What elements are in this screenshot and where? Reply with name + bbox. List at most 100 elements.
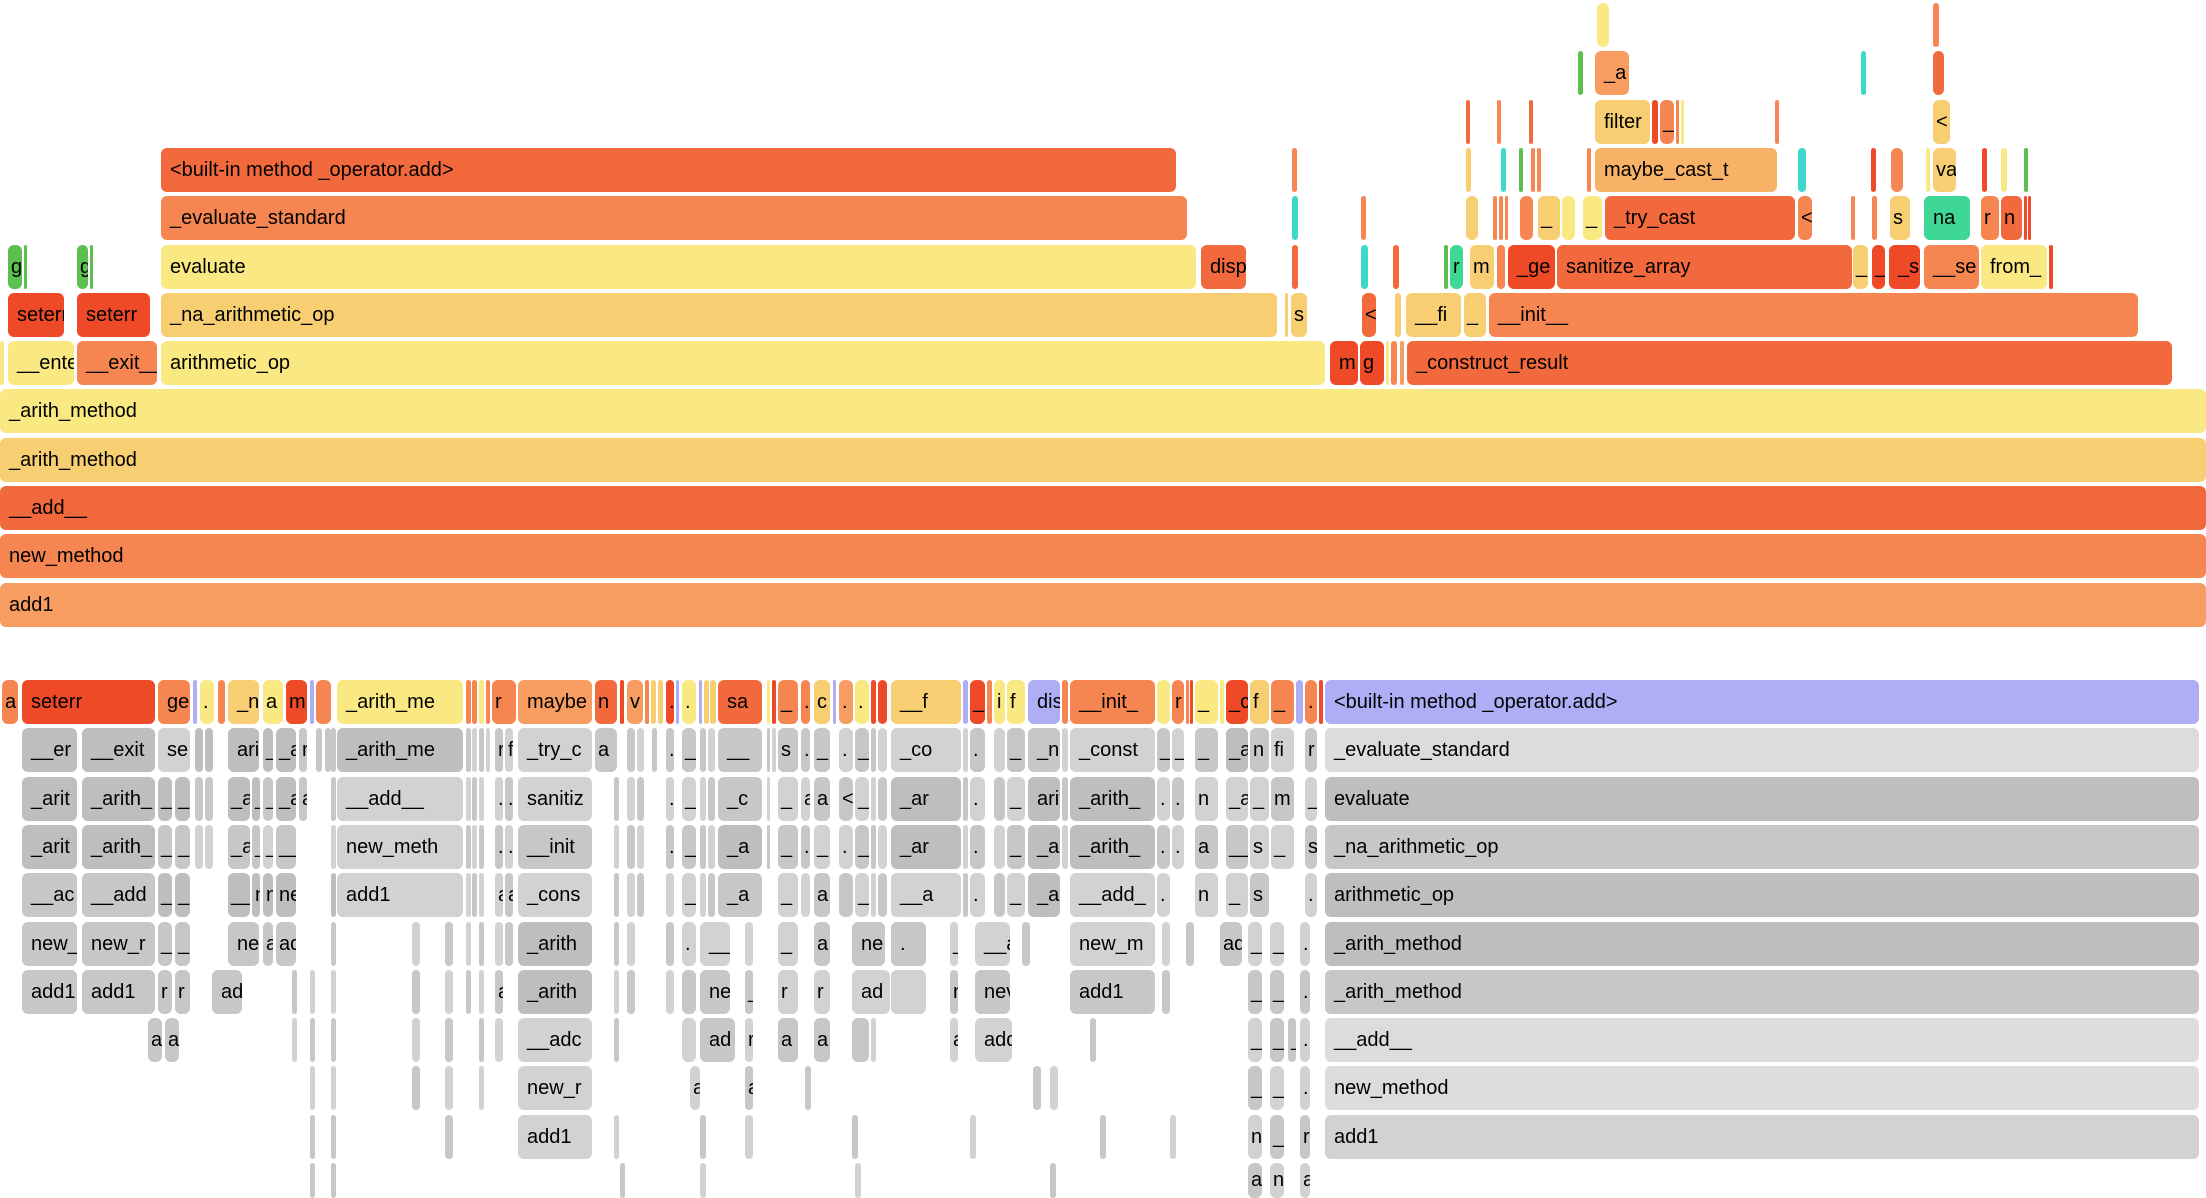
- frame-sliver[interactable]: [1033, 1066, 1041, 1110]
- frame-a[interactable]: a: [814, 1018, 830, 1062]
- frame-sliver[interactable]: [90, 245, 93, 289]
- frame-n[interactable]: n: [595, 680, 617, 724]
- frame-_[interactable]: _: [855, 825, 869, 869]
- frame-[interactable]: .: [970, 728, 985, 772]
- frame-sliver[interactable]: [466, 922, 471, 966]
- frame-sliver[interactable]: [310, 1066, 315, 1110]
- frame-sliver[interactable]: [704, 680, 709, 724]
- frame-a[interactable]: a: [263, 922, 273, 966]
- frame-sliver[interactable]: [682, 970, 696, 1014]
- frame-_[interactable]: _: [778, 777, 798, 821]
- frame-a[interactable]: a: [801, 777, 810, 821]
- frame-sliver[interactable]: [852, 1018, 869, 1062]
- frame-sliver[interactable]: [1933, 51, 1944, 95]
- frame-sliver[interactable]: [963, 680, 968, 724]
- frame-__adc[interactable]: __adc: [518, 1018, 592, 1062]
- frame-sliver[interactable]: [1861, 51, 1866, 95]
- frame-sliver[interactable]: [1062, 777, 1068, 821]
- frame-sliver[interactable]: [614, 777, 619, 821]
- frame-a[interactable]: a: [950, 1018, 958, 1062]
- frame-sliver[interactable]: [1497, 100, 1501, 144]
- frame-_a[interactable]: _a: [1226, 728, 1248, 772]
- frame-r[interactable]: r: [1172, 680, 1184, 724]
- frame-sliver[interactable]: [1319, 680, 1323, 724]
- frame-sliver[interactable]: [331, 873, 336, 917]
- frame-_[interactable]: _: [1270, 922, 1284, 966]
- frame-arit[interactable]: arit: [1028, 777, 1060, 821]
- frame-_[interactable]: _: [1270, 1018, 1284, 1062]
- frame-_[interactable]: _: [1583, 196, 1602, 240]
- frame-_na_arithmetic_op[interactable]: _na_arithmetic_op: [161, 293, 1277, 337]
- frame-sliver[interactable]: [994, 825, 1005, 869]
- frame-_[interactable]: _: [682, 873, 696, 917]
- frame-_[interactable]: _: [1271, 680, 1294, 724]
- frame-__[interactable]: __: [700, 922, 730, 966]
- frame-sliver[interactable]: [651, 680, 656, 724]
- frame-sliver[interactable]: [627, 777, 635, 821]
- frame-s[interactable]: s: [778, 728, 798, 772]
- frame-[interactable]: .: [666, 680, 674, 724]
- frame-sliver[interactable]: [1587, 148, 1591, 192]
- frame-sliver[interactable]: [310, 1163, 315, 1198]
- frame-sliver[interactable]: [1361, 245, 1368, 289]
- frame-_[interactable]: _: [1248, 1066, 1262, 1110]
- frame-sliver[interactable]: [486, 728, 490, 772]
- frame-sliver[interactable]: [1497, 245, 1505, 289]
- frame-_[interactable]: _: [1157, 728, 1170, 772]
- frame-sliver[interactable]: [1676, 100, 1679, 144]
- frame-[interactable]: .: [1305, 873, 1317, 917]
- frame-_[interactable]: _: [814, 728, 830, 772]
- frame-_arit[interactable]: _arit: [22, 777, 77, 821]
- frame-sliver[interactable]: [445, 1066, 453, 1110]
- frame-[interactable]: .: [801, 728, 810, 772]
- frame-sliver[interactable]: [331, 777, 336, 821]
- frame-sliver[interactable]: [1391, 341, 1397, 385]
- frame-_arith_method[interactable]: _arith_method: [0, 389, 2206, 433]
- frame-g[interactable]: g: [8, 245, 22, 289]
- frame-_[interactable]: _: [158, 922, 172, 966]
- frame-sliver[interactable]: [466, 728, 471, 772]
- frame-sliver[interactable]: [1386, 341, 1389, 385]
- frame-a[interactable]: a: [690, 1066, 700, 1110]
- frame-seterr[interactable]: seterr: [22, 680, 155, 724]
- frame-sliver[interactable]: [479, 1018, 484, 1062]
- frame-sliver[interactable]: [479, 680, 484, 724]
- frame-ad[interactable]: ad: [276, 922, 296, 966]
- frame-arithmetic_op[interactable]: arithmetic_op: [161, 341, 1325, 385]
- frame-__se[interactable]: __se: [1924, 245, 1979, 289]
- frame-sliver[interactable]: [627, 728, 635, 772]
- frame-sliver[interactable]: [2001, 148, 2007, 192]
- frame-sliver[interactable]: [1292, 148, 1297, 192]
- frame-sliver[interactable]: [645, 680, 649, 724]
- frame-[interactable]: .: [801, 825, 810, 869]
- frame-sliver[interactable]: [1162, 970, 1170, 1014]
- frame-a[interactable]: a: [595, 728, 617, 772]
- frame-ne[interactable]: ne: [228, 922, 259, 966]
- frame-sliver[interactable]: [466, 873, 471, 917]
- frame-_[interactable]: _: [263, 777, 273, 821]
- frame-n[interactable]: n: [1270, 1163, 1284, 1198]
- frame-__[interactable]: __: [276, 825, 296, 869]
- frame-sliver[interactable]: [1186, 680, 1189, 724]
- frame-sliver[interactable]: [1933, 3, 1939, 47]
- frame-sliver[interactable]: [871, 825, 876, 869]
- frame-sliver[interactable]: [495, 1018, 503, 1062]
- frame-sliver[interactable]: [310, 1115, 315, 1159]
- frame-r[interactable]: r: [778, 970, 798, 1014]
- frame-maybe[interactable]: maybe: [518, 680, 592, 724]
- frame-sliver[interactable]: [963, 873, 968, 917]
- frame-s[interactable]: s: [1250, 825, 1269, 869]
- frame-_[interactable]: _: [1007, 728, 1025, 772]
- frame-ad[interactable]: ad: [1220, 922, 1242, 966]
- frame-_c[interactable]: _c: [1226, 680, 1248, 724]
- frame-sliver[interactable]: [310, 680, 314, 724]
- frame-_[interactable]: _: [1538, 196, 1560, 240]
- frame-sliver[interactable]: [331, 728, 336, 772]
- frame-sliver[interactable]: [479, 970, 484, 1014]
- frame-sliver[interactable]: [994, 728, 1005, 772]
- frame-add1[interactable]: add1: [22, 970, 77, 1014]
- frame-a[interactable]: a: [814, 922, 830, 966]
- frame-[interactable]: .: [505, 825, 513, 869]
- frame-sliver[interactable]: [708, 873, 715, 917]
- frame-sliver[interactable]: [1466, 100, 1470, 144]
